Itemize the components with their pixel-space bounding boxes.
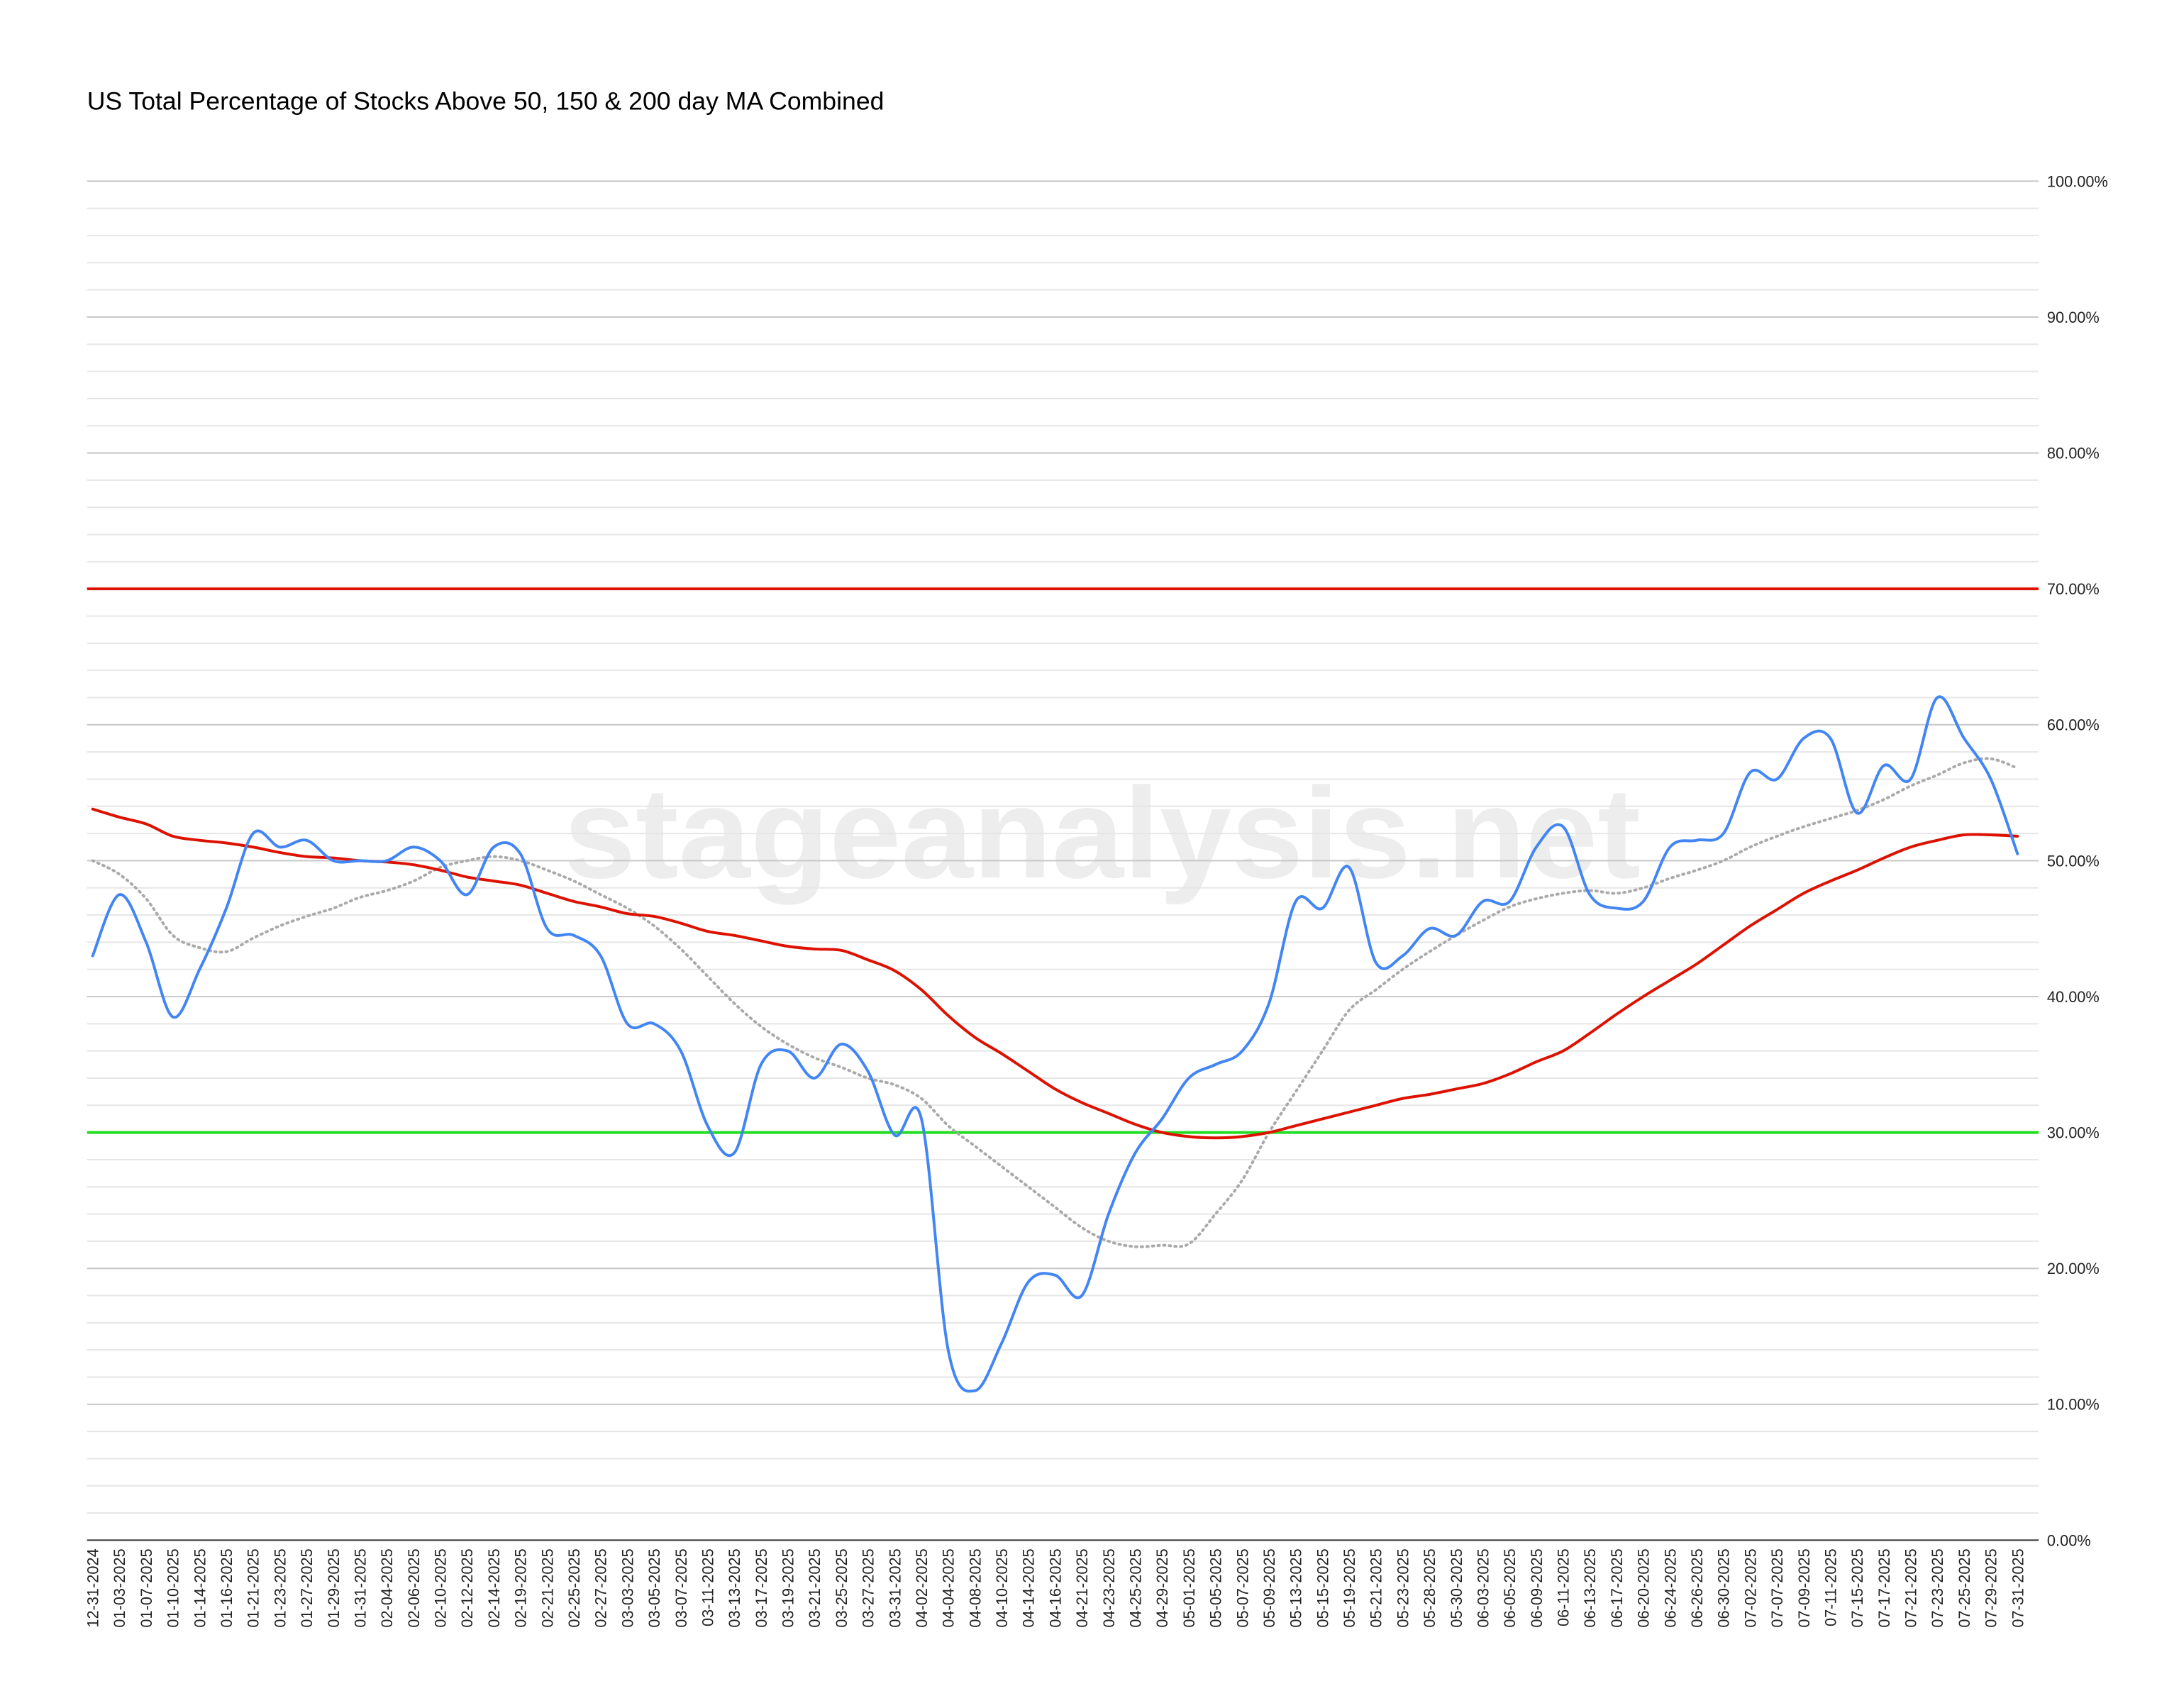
x-tick-label: 05-09-2025 — [1260, 1548, 1278, 1627]
x-tick-label: 03-13-2025 — [726, 1548, 743, 1627]
x-tick-label: 06-26-2025 — [1688, 1548, 1706, 1627]
x-tick-label: 01-03-2025 — [111, 1548, 128, 1627]
x-tick-label: 02-27-2025 — [592, 1548, 610, 1627]
x-tick-label: 06-11-2025 — [1555, 1548, 1573, 1626]
x-tick-label: 05-13-2025 — [1287, 1548, 1305, 1627]
x-tick-label: 03-07-2025 — [672, 1548, 690, 1627]
x-tick-label: 07-29-2025 — [1983, 1548, 2000, 1627]
x-tick-label: 12-31-2024 — [84, 1548, 102, 1627]
x-tick-label: 01-21-2025 — [245, 1548, 262, 1627]
y-tick-label: 50.00% — [2047, 852, 2100, 870]
x-tick-label: 05-07-2025 — [1233, 1548, 1251, 1627]
x-tick-label: 06-09-2025 — [1528, 1548, 1546, 1627]
series-line — [91, 695, 2019, 1393]
x-tick-label: 07-11-2025 — [1822, 1548, 1839, 1626]
x-tick-label: 04-29-2025 — [1153, 1548, 1171, 1627]
y-tick-label: 30.00% — [2047, 1124, 2100, 1142]
y-tick-label: 80.00% — [2047, 445, 2100, 462]
x-tick-label: 02-12-2025 — [458, 1548, 476, 1627]
x-tick-label: 07-21-2025 — [1902, 1548, 1920, 1627]
x-tick-label: 06-13-2025 — [1581, 1548, 1599, 1627]
x-tick-label: 05-05-2025 — [1207, 1548, 1225, 1627]
x-tick-label: 01-07-2025 — [138, 1548, 155, 1627]
x-tick-label: 06-20-2025 — [1635, 1548, 1653, 1627]
y-tick-label: 0.00% — [2047, 1531, 2091, 1549]
x-tick-label: 02-06-2025 — [405, 1548, 423, 1627]
x-tick-label: 03-19-2025 — [780, 1548, 797, 1627]
x-tick-label: 05-21-2025 — [1368, 1548, 1385, 1627]
x-tick-label: 01-27-2025 — [298, 1548, 316, 1627]
x-tick-label: 02-25-2025 — [565, 1548, 583, 1627]
x-tick-label: 07-31-2025 — [2009, 1548, 2026, 1627]
x-tick-label: 02-14-2025 — [485, 1548, 503, 1627]
x-tick-label: 03-31-2025 — [886, 1548, 904, 1627]
x-tick-label: 07-17-2025 — [1875, 1548, 1893, 1627]
x-tick-label: 07-25-2025 — [1956, 1548, 1973, 1627]
series-line — [91, 807, 2019, 1140]
x-tick-label: 07-02-2025 — [1741, 1548, 1759, 1627]
x-tick-label: 07-23-2025 — [1929, 1548, 1946, 1627]
y-tick-label: 90.00% — [2047, 309, 2100, 326]
x-tick-label: 02-21-2025 — [538, 1548, 556, 1627]
x-tick-label: 03-27-2025 — [860, 1548, 877, 1627]
y-tick-label: 20.00% — [2047, 1260, 2100, 1277]
x-tick-label: 04-04-2025 — [940, 1548, 958, 1627]
x-tick-label: 04-08-2025 — [966, 1548, 984, 1627]
x-tick-label: 01-29-2025 — [325, 1548, 343, 1627]
x-tick-label: 04-16-2025 — [1046, 1548, 1064, 1627]
x-tick-label: 05-28-2025 — [1421, 1548, 1438, 1627]
x-tick-label: 06-24-2025 — [1661, 1548, 1679, 1627]
x-tick-label: 05-19-2025 — [1341, 1548, 1358, 1627]
x-tick-label: 04-14-2025 — [1020, 1548, 1038, 1627]
y-tick-label: 70.00% — [2047, 580, 2100, 598]
chart-title: US Total Percentage of Stocks Above 50, … — [87, 87, 885, 115]
x-tick-label: 04-21-2025 — [1073, 1548, 1091, 1627]
x-tick-label: 01-23-2025 — [271, 1548, 289, 1627]
x-tick-label: 07-09-2025 — [1795, 1548, 1813, 1627]
x-tick-label: 03-03-2025 — [619, 1548, 636, 1627]
x-tick-label: 02-10-2025 — [432, 1548, 450, 1627]
x-tick-label: 06-05-2025 — [1501, 1548, 1519, 1627]
x-tick-label: 06-17-2025 — [1608, 1548, 1626, 1627]
x-tick-label: 02-19-2025 — [512, 1548, 530, 1627]
x-tick-label: 04-23-2025 — [1100, 1548, 1118, 1627]
x-tick-label: 03-05-2025 — [645, 1548, 663, 1627]
x-tick-label: 07-15-2025 — [1848, 1548, 1866, 1627]
x-tick-label: 03-25-2025 — [833, 1548, 850, 1627]
x-tick-label: 05-23-2025 — [1394, 1548, 1412, 1627]
x-tick-label: 03-17-2025 — [753, 1548, 770, 1627]
x-tick-label: 01-10-2025 — [165, 1548, 182, 1627]
x-tick-label: 01-31-2025 — [351, 1548, 369, 1627]
x-tick-label: 06-30-2025 — [1715, 1548, 1733, 1627]
x-tick-label: 07-07-2025 — [1768, 1548, 1786, 1627]
y-tick-label: 60.00% — [2047, 716, 2100, 734]
x-tick-label: 05-15-2025 — [1314, 1548, 1331, 1627]
series-line — [91, 757, 2019, 1248]
y-tick-label: 100.00% — [2047, 172, 2108, 190]
x-tick-label: 06-03-2025 — [1474, 1548, 1492, 1627]
x-tick-label: 04-10-2025 — [993, 1548, 1011, 1627]
x-tick-label: 01-16-2025 — [218, 1548, 235, 1627]
x-tick-label: 04-02-2025 — [913, 1548, 931, 1627]
x-tick-label: 03-11-2025 — [699, 1548, 716, 1626]
x-tick-label: 05-01-2025 — [1180, 1548, 1198, 1627]
x-tick-label: 03-21-2025 — [806, 1548, 824, 1627]
x-tick-label: 01-14-2025 — [191, 1548, 209, 1627]
x-tick-label: 04-25-2025 — [1126, 1548, 1144, 1627]
y-tick-label: 10.00% — [2047, 1396, 2100, 1414]
y-tick-label: 40.00% — [2047, 988, 2100, 1006]
x-tick-label: 05-30-2025 — [1448, 1548, 1465, 1627]
x-tick-label: 02-04-2025 — [378, 1548, 396, 1627]
